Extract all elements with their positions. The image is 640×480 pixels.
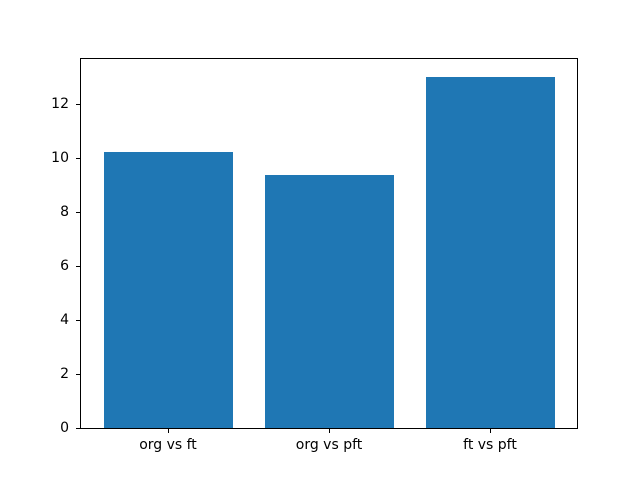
x-tick-label: org vs ft: [139, 437, 197, 453]
y-tick-mark: [76, 212, 80, 213]
plot-area: [80, 58, 578, 429]
y-tick-label: 8: [60, 204, 69, 220]
y-tick-mark: [76, 104, 80, 105]
y-tick-label: 10: [51, 150, 69, 166]
y-tick-mark: [76, 428, 80, 429]
y-tick-mark: [76, 158, 80, 159]
x-tick-label: ft vs pft: [463, 437, 517, 453]
bar-ft-vs-pft: [426, 77, 555, 428]
y-tick-label: 2: [60, 366, 69, 382]
y-tick-label: 0: [60, 420, 69, 436]
x-tick-mark: [329, 429, 330, 433]
bar-org-vs-ft: [104, 152, 233, 428]
x-tick-mark: [490, 429, 491, 433]
x-tick-label: org vs pft: [295, 437, 363, 453]
y-tick-label: 12: [51, 96, 69, 112]
y-tick-label: 6: [60, 258, 69, 274]
x-tick-mark: [168, 429, 169, 433]
y-tick-label: 4: [60, 312, 69, 328]
y-tick-mark: [76, 320, 80, 321]
y-tick-mark: [76, 266, 80, 267]
y-tick-mark: [76, 374, 80, 375]
bar-org-vs-pft: [265, 175, 394, 428]
